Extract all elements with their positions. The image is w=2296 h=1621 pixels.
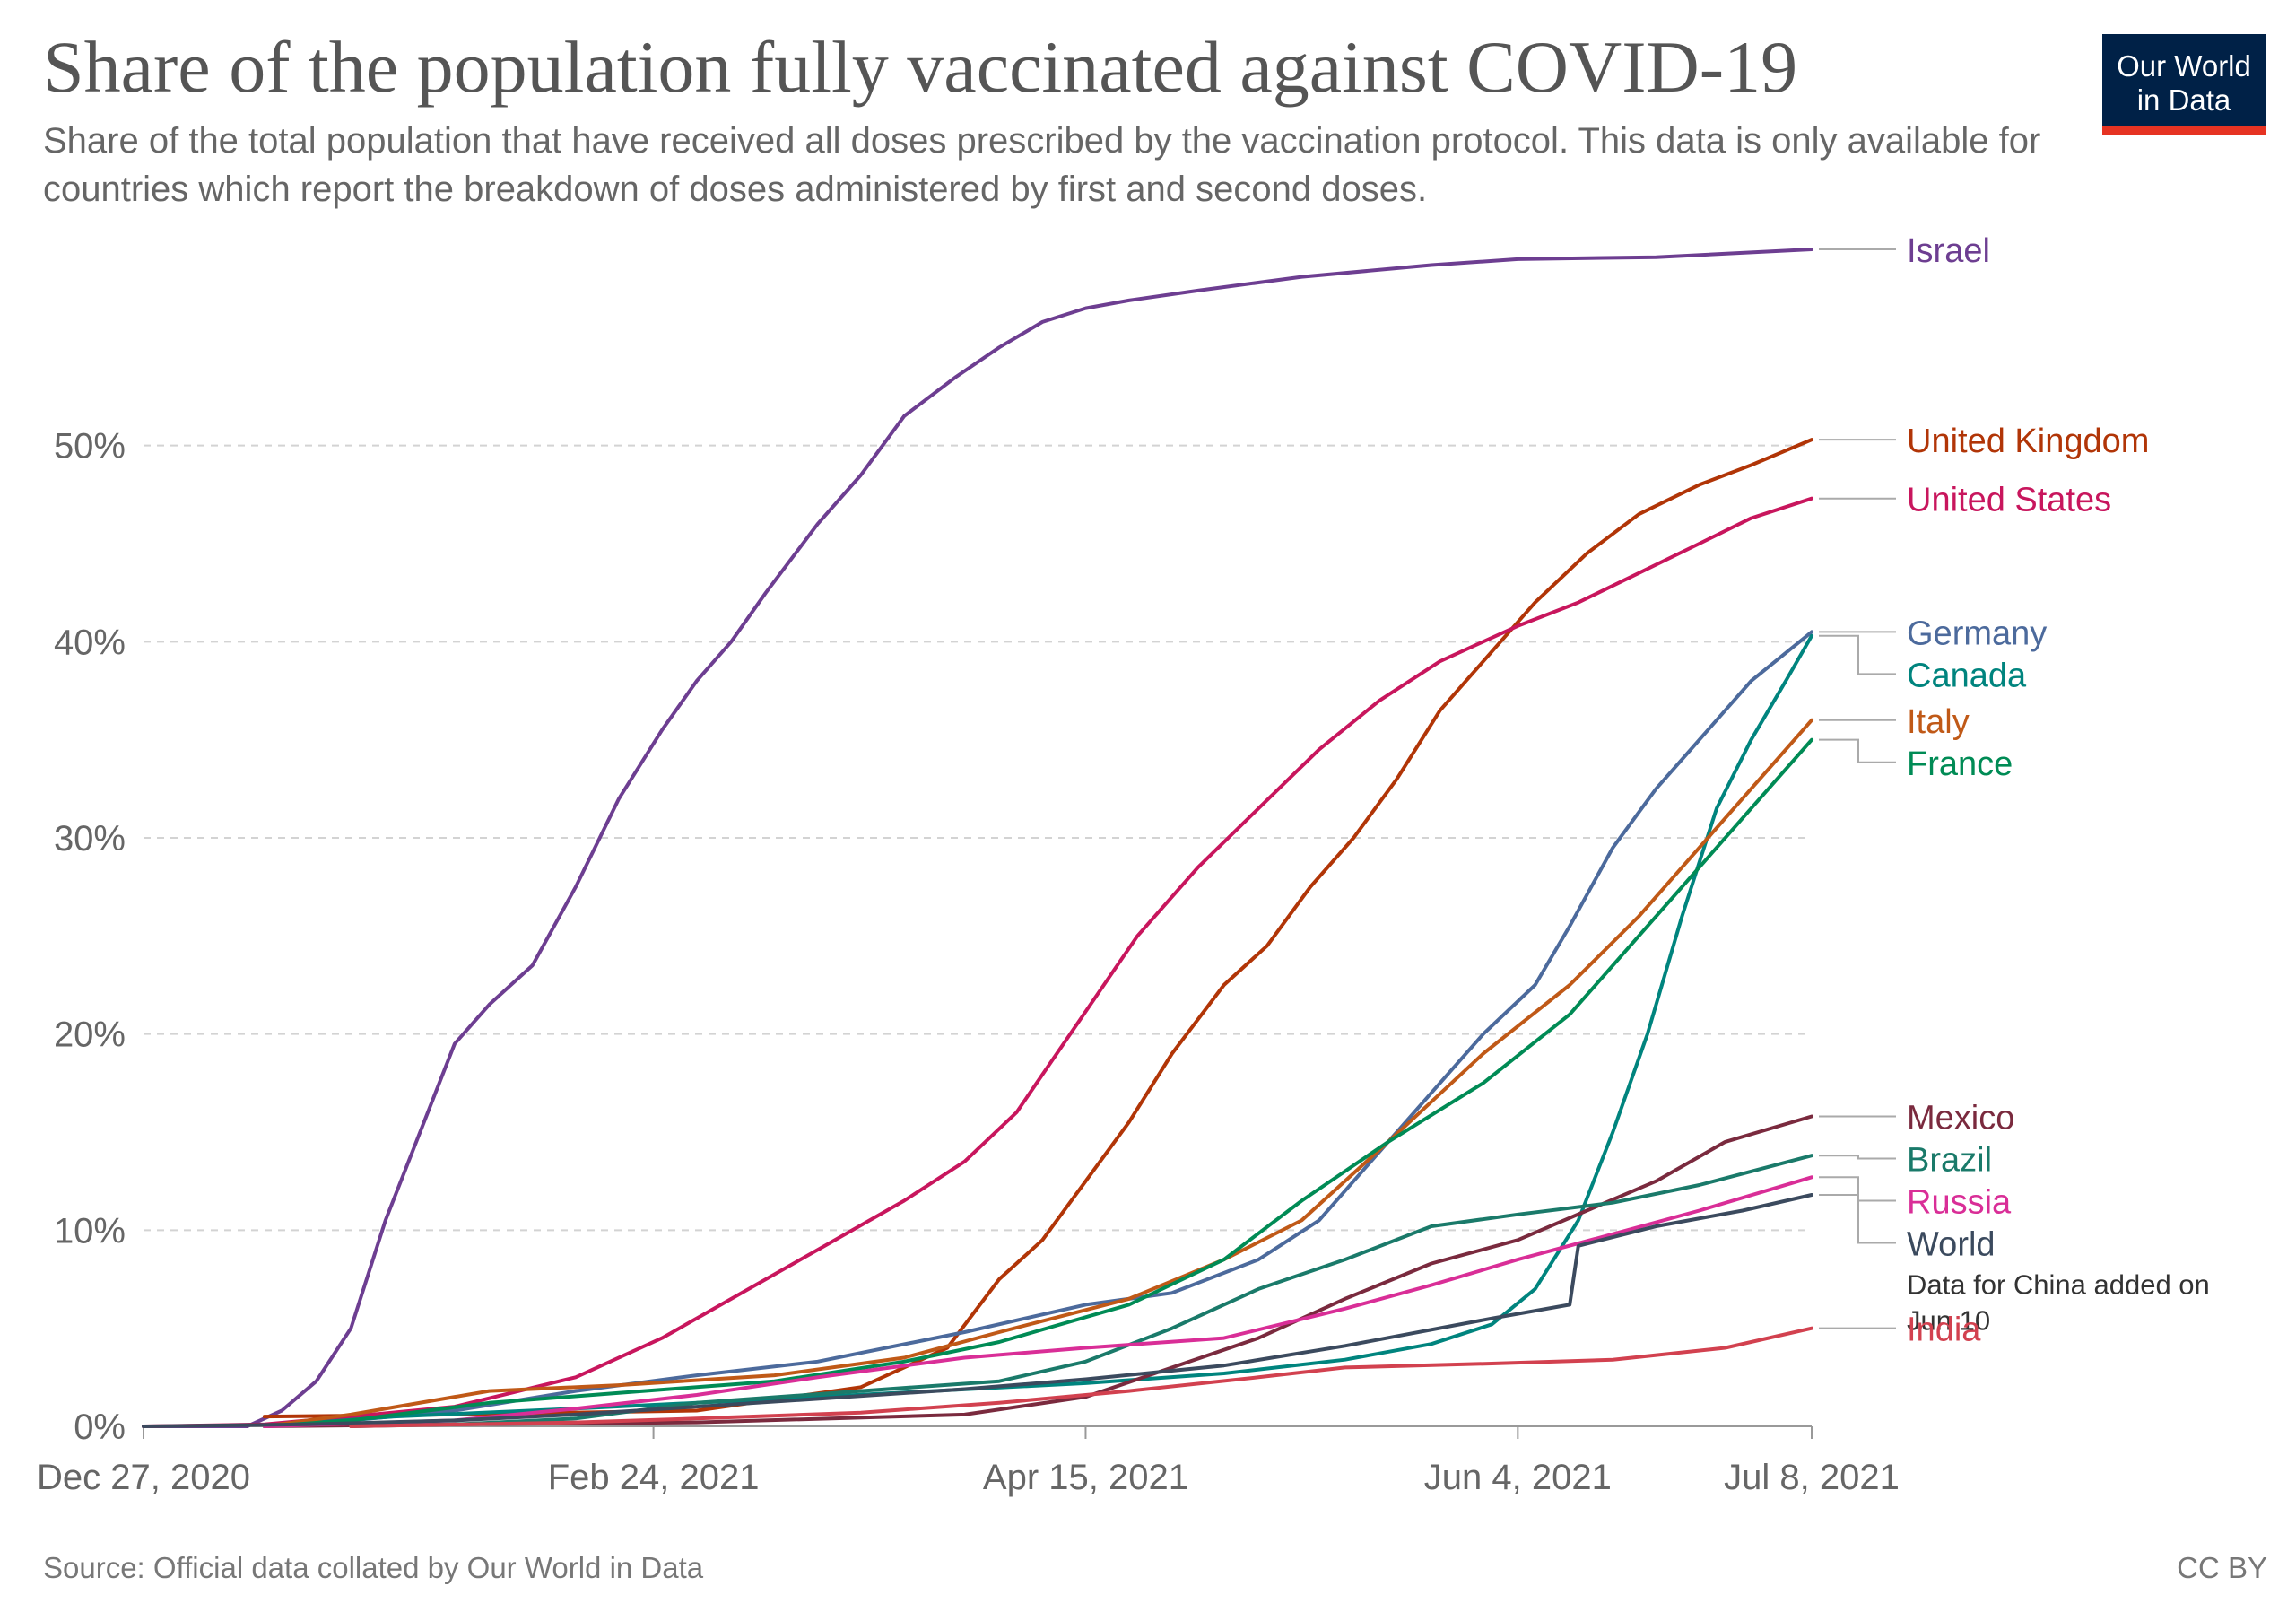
legend-label-france: France (1907, 745, 2013, 783)
y-tick-label: 40% (54, 623, 126, 662)
series-line-united-states (142, 496, 1813, 1428)
legend-connector-canada (1819, 634, 1896, 675)
series-line-france (262, 737, 1813, 1428)
legend-label-united-kingdom: United Kingdom (1907, 423, 2149, 460)
series-line-india (349, 1326, 1813, 1428)
y-tick-label: 0% (74, 1407, 126, 1447)
annotation-world: Jun 10 (1907, 1305, 1990, 1337)
series-line-united-kingdom (262, 438, 1813, 1419)
y-tick-label: 10% (54, 1211, 126, 1251)
license-link[interactable]: CC BY (2177, 1551, 2267, 1584)
logo-line-2: in Data (2136, 83, 2231, 117)
series-line-germany (262, 630, 1813, 1428)
source-note[interactable]: Source: Official data collated by Our Wo… (43, 1551, 704, 1584)
legend-label-united-states: United States (1907, 482, 2111, 519)
legend-label-russia: Russia (1907, 1184, 2012, 1222)
legend-label-brazil: Brazil (1907, 1142, 1992, 1180)
logo-line-1: Our World (2117, 49, 2251, 83)
y-tick-label: 30% (54, 819, 126, 858)
series-line-world (142, 1193, 1813, 1428)
legend-label-india: India (1907, 1312, 1981, 1349)
x-tick-label: Jun 4, 2021 (1424, 1458, 1612, 1497)
legend-label-canada: Canada (1907, 657, 2027, 694)
legend-connector-brazil (1819, 1155, 1896, 1160)
legend-connector-russia (1819, 1176, 1896, 1202)
legend-connector-world (1819, 1193, 1896, 1244)
legend-connector-france (1819, 738, 1896, 763)
x-tick-label: Apr 15, 2021 (983, 1458, 1188, 1497)
x-tick-label: Dec 27, 2020 (37, 1458, 250, 1497)
legend-label-israel: Israel (1907, 232, 1990, 270)
y-tick-label: 20% (54, 1015, 126, 1055)
series-line-mexico (262, 1114, 1813, 1428)
legend-label-italy: Italy (1907, 703, 1970, 741)
annotation-world: Data for China added on (1907, 1269, 2210, 1301)
series-line-israel (142, 248, 1813, 1428)
chart-title: Share of the population fully vaccinated… (43, 26, 1798, 108)
legend-label-mexico: Mexico (1907, 1100, 2014, 1137)
legend-label-world: World (1907, 1226, 1996, 1264)
series-line-russia (262, 1175, 1813, 1428)
owid-logo[interactable]: Our World in Data (2102, 34, 2266, 135)
series-line-canada (262, 633, 1813, 1428)
chart-subtitle: Share of the total population that have … (43, 121, 2041, 209)
x-tick-label: Feb 24, 2021 (548, 1458, 760, 1497)
x-tick-label: Jul 8, 2021 (1724, 1458, 1900, 1497)
legend-label-germany: Germany (1907, 614, 2047, 652)
series-line-italy (262, 718, 1813, 1428)
y-tick-label: 50% (54, 427, 126, 466)
